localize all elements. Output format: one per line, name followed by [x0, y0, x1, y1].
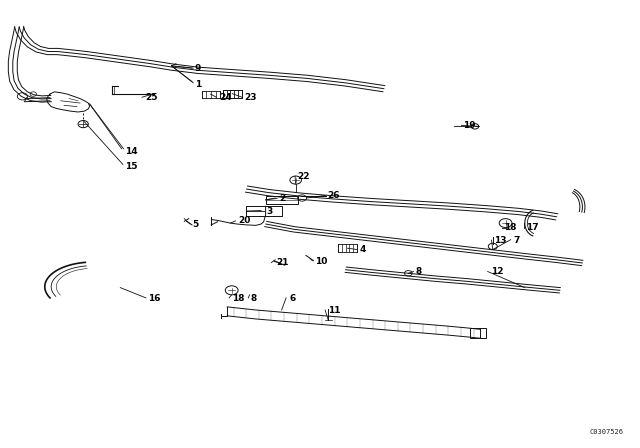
Text: 22: 22	[297, 172, 310, 181]
Text: 13: 13	[494, 236, 507, 245]
Text: 9: 9	[195, 65, 201, 73]
Text: C0307526: C0307526	[590, 430, 624, 435]
Text: 8: 8	[416, 267, 422, 276]
Text: 26: 26	[328, 191, 340, 200]
Text: 12: 12	[491, 267, 504, 276]
Text: 25: 25	[145, 93, 158, 102]
Text: 6: 6	[289, 294, 296, 303]
Bar	[246, 206, 282, 216]
Bar	[470, 328, 486, 338]
Text: 10: 10	[315, 257, 327, 266]
Text: 4: 4	[360, 246, 366, 254]
Text: 1: 1	[195, 80, 201, 89]
Text: 7: 7	[513, 236, 520, 245]
Text: 3: 3	[266, 207, 273, 215]
Text: 19: 19	[463, 121, 476, 130]
Text: 23: 23	[244, 93, 257, 102]
Bar	[266, 196, 298, 204]
Text: 8: 8	[251, 294, 257, 303]
Text: 2: 2	[279, 194, 285, 203]
Text: 24: 24	[219, 93, 232, 102]
Text: 5: 5	[192, 220, 198, 229]
Text: 18: 18	[504, 223, 516, 232]
Text: 18: 18	[232, 294, 244, 303]
Text: 21: 21	[276, 258, 289, 267]
Text: 17: 17	[526, 223, 539, 232]
Text: 15: 15	[125, 162, 138, 171]
Text: 20: 20	[238, 216, 250, 225]
Text: 14: 14	[125, 147, 138, 156]
Text: 16: 16	[148, 294, 161, 303]
Text: 11: 11	[328, 306, 340, 315]
